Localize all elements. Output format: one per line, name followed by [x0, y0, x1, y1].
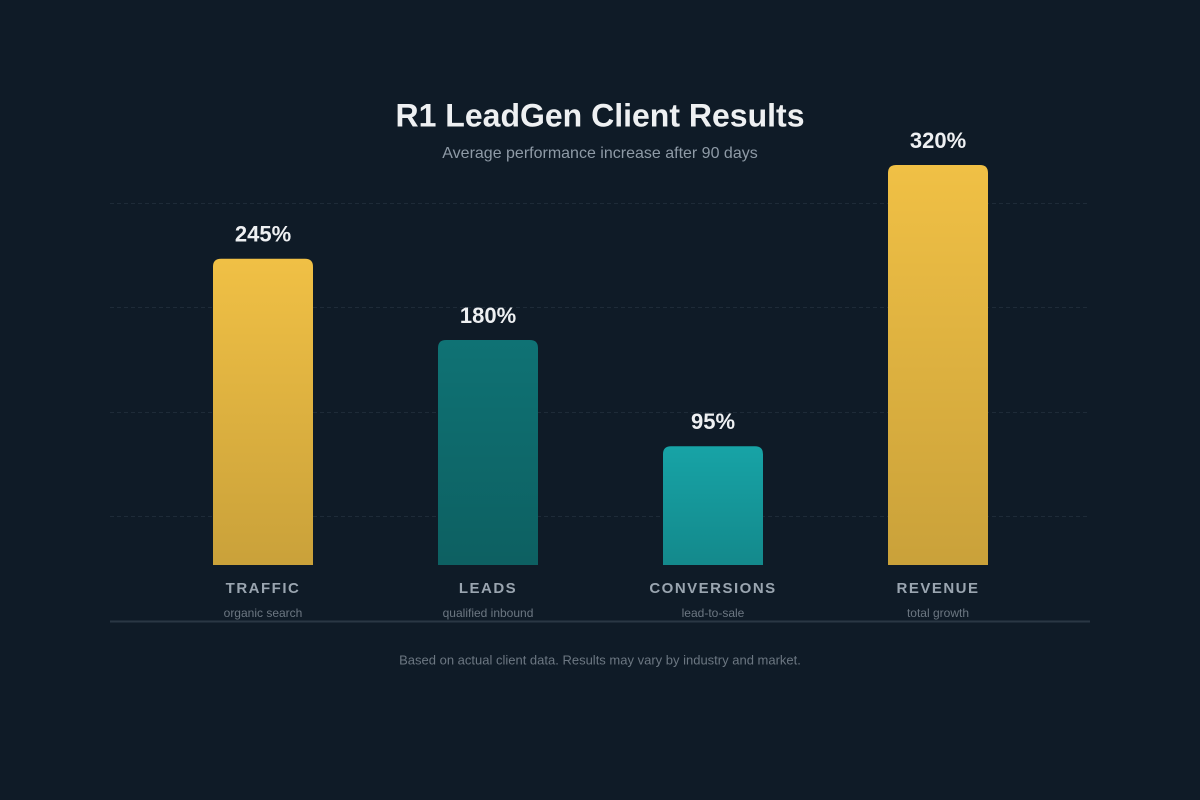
bar-shade — [438, 340, 538, 565]
category-description: qualified inbound — [443, 606, 534, 620]
value-label: 180% — [460, 303, 516, 328]
x-tick-label: LEADS — [459, 580, 517, 597]
footnote: Based on actual client data. Results may… — [399, 652, 801, 667]
category-description: organic search — [224, 606, 303, 620]
category-description: total growth — [907, 606, 969, 620]
x-tick-label: TRAFFIC — [226, 580, 301, 597]
bar-shade — [663, 446, 763, 565]
value-label: 95% — [691, 409, 735, 434]
chart-title: R1 LeadGen Client Results — [396, 97, 805, 133]
x-tick-label: CONVERSIONS — [649, 580, 776, 597]
bar-shade — [213, 258, 313, 565]
value-label: 320% — [910, 128, 966, 153]
x-tick-label: REVENUE — [896, 580, 979, 597]
category-description: lead-to-sale — [682, 606, 745, 620]
chart-subtitle: Average performance increase after 90 da… — [442, 145, 757, 162]
value-label: 245% — [235, 222, 291, 247]
bar-shade — [888, 165, 988, 565]
